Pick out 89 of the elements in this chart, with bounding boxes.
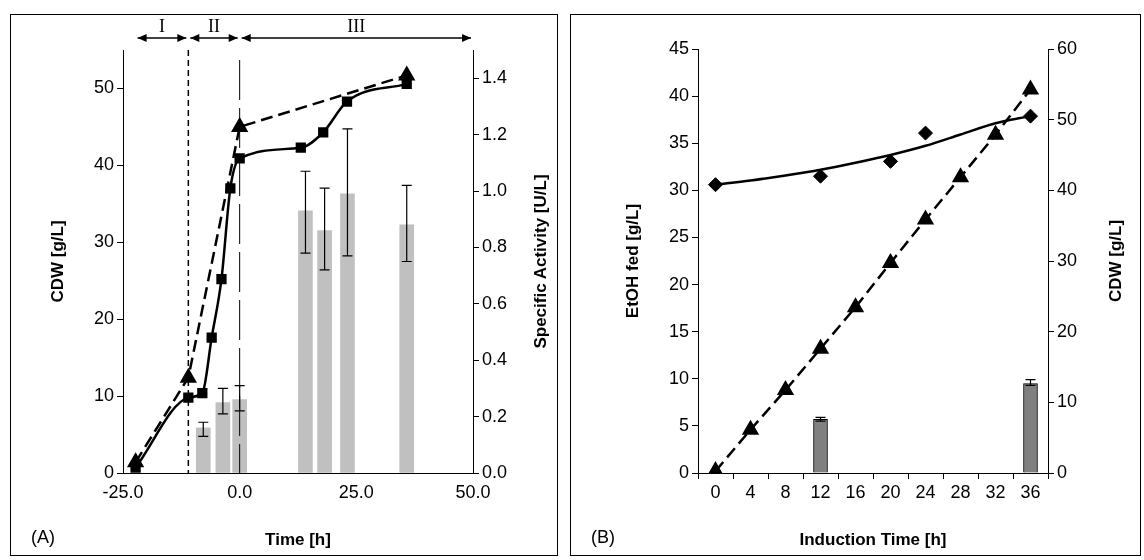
x-tick-label: 20 (880, 481, 901, 502)
point (742, 420, 759, 435)
bar (215, 402, 231, 473)
y2-tick-label: 30 (1057, 249, 1078, 270)
point (206, 332, 217, 343)
y-tick-label: 0 (103, 461, 114, 482)
y2-tick-label: 10 (1057, 391, 1078, 412)
point (917, 210, 934, 225)
point (918, 125, 933, 141)
x-axis-title: Induction Time [h] (799, 530, 947, 550)
y-tick-label: 25 (668, 226, 689, 247)
y2-axis-title: Specific Activity [U/L] (530, 174, 550, 349)
text: (B) (591, 526, 615, 547)
y-tick-label: 40 (93, 154, 114, 175)
point (295, 142, 306, 153)
y-tick-label: 10 (93, 385, 114, 406)
x-tick-label: 36 (1020, 481, 1041, 502)
text: III (347, 15, 366, 36)
point (708, 177, 723, 193)
x-tick-label: 0 (710, 481, 721, 502)
point (777, 381, 794, 396)
y2-tick-label: 0.2 (482, 405, 508, 426)
y2-tick-label: 60 (1057, 37, 1078, 58)
y2-tick-label: 0.4 (482, 349, 508, 370)
y2-tick-label: 1.4 (482, 67, 508, 88)
y2-axis-title: CDW [g/L] (1105, 219, 1125, 303)
x-tick-label: 16 (845, 481, 866, 502)
point (318, 127, 329, 138)
text: (A) (31, 526, 55, 547)
y-tick-label: 20 (668, 273, 689, 294)
x-tick-label: 28 (950, 481, 971, 502)
y-tick-label: 10 (668, 367, 689, 388)
x-tick-label: 0.0 (227, 481, 253, 502)
y-tick-label: 30 (668, 179, 689, 200)
point (216, 274, 227, 285)
x-tick-label: 50.0 (455, 481, 491, 502)
point (234, 153, 245, 164)
bar (399, 224, 415, 473)
point (398, 66, 415, 81)
y-tick-label: 45 (668, 37, 689, 58)
text: II (208, 15, 220, 36)
y-axis-title: EtOH fed [g/L] (622, 203, 642, 319)
bar (232, 399, 247, 473)
y2-tick-label: 0 (1057, 461, 1068, 482)
y-tick-label: 15 (668, 320, 689, 341)
x-axis-title: Time [h] (265, 530, 331, 550)
bar (317, 230, 332, 473)
y-axis-title: CDW [g/L] (47, 220, 67, 303)
x-tick-label: 12 (810, 481, 831, 502)
text: I (158, 15, 165, 36)
point (180, 368, 197, 383)
y-tick-label: 50 (93, 77, 114, 98)
x-tick-label: 8 (780, 481, 791, 502)
y2-tick-label: 20 (1057, 320, 1078, 341)
y2-tick-label: 40 (1057, 179, 1078, 200)
bar (195, 427, 211, 473)
point (183, 392, 194, 403)
y-tick-label: 5 (678, 414, 689, 435)
point (882, 254, 899, 268)
y2-tick-label: 0.0 (482, 461, 508, 482)
point (952, 168, 969, 183)
y2-tick-label: 0.8 (482, 236, 508, 257)
bar (298, 210, 313, 473)
x-tick-label: 4 (745, 481, 756, 502)
x-tick-label: 32 (985, 481, 1006, 502)
point (341, 96, 353, 107)
point (127, 453, 144, 468)
y2-tick-label: 50 (1057, 108, 1078, 129)
x-tick-label: 25.0 (338, 481, 374, 502)
y2-tick-label: 1.0 (482, 179, 508, 200)
point (813, 168, 828, 184)
y2-tick-label: 0.6 (482, 292, 508, 313)
y-tick-label: 30 (93, 231, 114, 252)
point (197, 387, 208, 399)
point (1022, 80, 1039, 95)
point (231, 118, 248, 132)
point (1023, 108, 1038, 124)
x-tick-label: -25.0 (102, 481, 144, 502)
x-tick-label: 24 (915, 481, 936, 502)
y-tick-label: 20 (93, 308, 114, 329)
point (812, 339, 829, 354)
point (883, 153, 898, 169)
point (987, 125, 1004, 140)
point (847, 298, 864, 313)
bar (340, 193, 355, 473)
y2-tick-label: 1.2 (482, 123, 508, 144)
y-tick-label: 40 (668, 85, 689, 106)
y-tick-label: 0 (678, 461, 689, 482)
y-tick-label: 35 (668, 132, 689, 153)
